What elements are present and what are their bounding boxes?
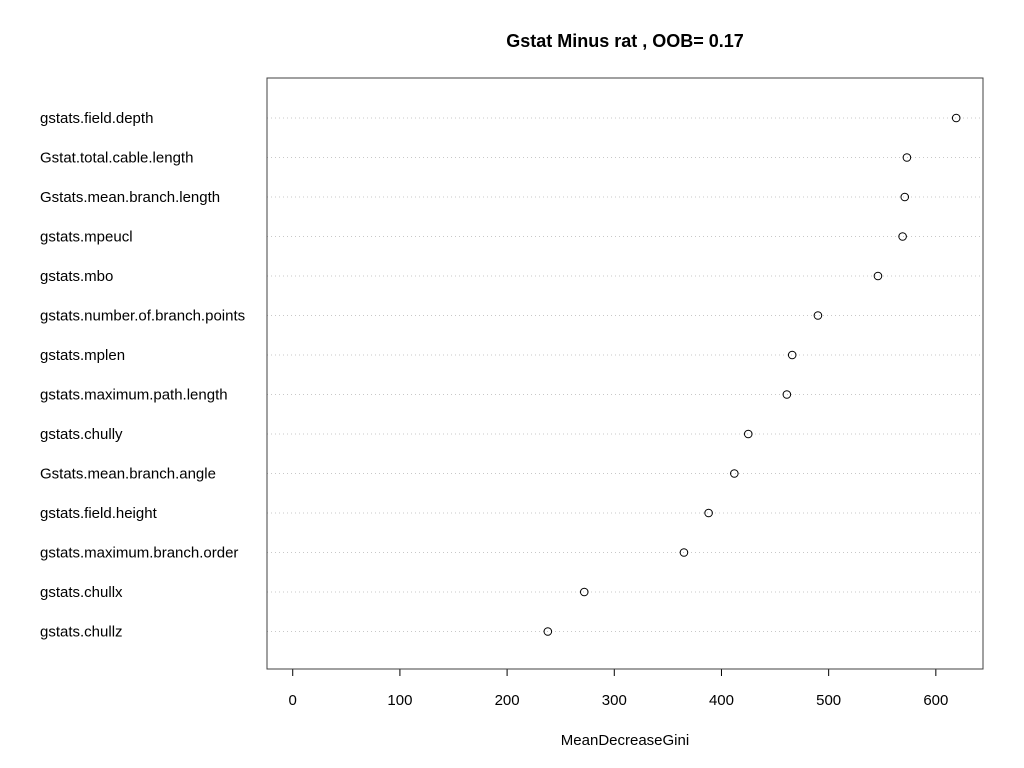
x-tick-label: 200	[495, 692, 520, 709]
category-label: gstats.chullx	[40, 584, 123, 601]
data-point	[543, 627, 553, 636]
data-point	[813, 311, 823, 320]
category-label: gstats.chullz	[40, 624, 123, 641]
category-label: Gstats.mean.branch.length	[40, 189, 220, 206]
plot-frame	[266, 77, 984, 670]
x-tick-label: 500	[816, 692, 841, 709]
grid-lines	[267, 117, 983, 632]
data-point	[787, 350, 797, 360]
data-point	[743, 429, 753, 439]
x-axis: 0 100 200 300 400 500 600	[289, 668, 948, 709]
data-point	[902, 153, 912, 162]
data-point	[579, 587, 589, 597]
x-tick-label: 0	[289, 692, 297, 709]
data-point	[873, 271, 883, 281]
x-tick-label: 100	[387, 692, 412, 709]
data-point	[951, 113, 961, 123]
x-tick-label: 300	[602, 692, 627, 709]
category-label: gstats.mbo	[40, 268, 113, 285]
category-label: gstats.chully	[40, 426, 123, 443]
chart-title: Gstat Minus rat , OOB= 0.17	[506, 31, 744, 51]
category-label: gstats.maximum.branch.order	[40, 545, 238, 562]
data-point	[900, 192, 910, 202]
category-label: gstats.field.depth	[40, 110, 153, 127]
data-points	[543, 113, 961, 636]
data-point	[782, 390, 792, 399]
category-label: gstats.number.of.branch.points	[40, 308, 245, 325]
category-label: gstats.mplen	[40, 347, 125, 364]
category-labels: gstats.field.depth Gstat.total.cable.leng…	[40, 110, 245, 641]
data-point	[704, 508, 713, 518]
data-point	[730, 469, 739, 478]
category-label: Gstat.total.cable.length	[40, 150, 193, 167]
data-point	[679, 548, 689, 557]
data-point	[898, 232, 907, 241]
x-axis-label: MeanDecreaseGini	[561, 732, 689, 749]
category-label: gstats.mpeucl	[40, 229, 133, 246]
x-tick-label: 600	[923, 692, 948, 709]
x-tick-label: 400	[709, 692, 734, 709]
category-label: gstats.field.height	[40, 505, 158, 522]
category-label: gstats.maximum.path.length	[40, 387, 228, 404]
category-label: Gstats.mean.branch.angle	[40, 466, 216, 483]
